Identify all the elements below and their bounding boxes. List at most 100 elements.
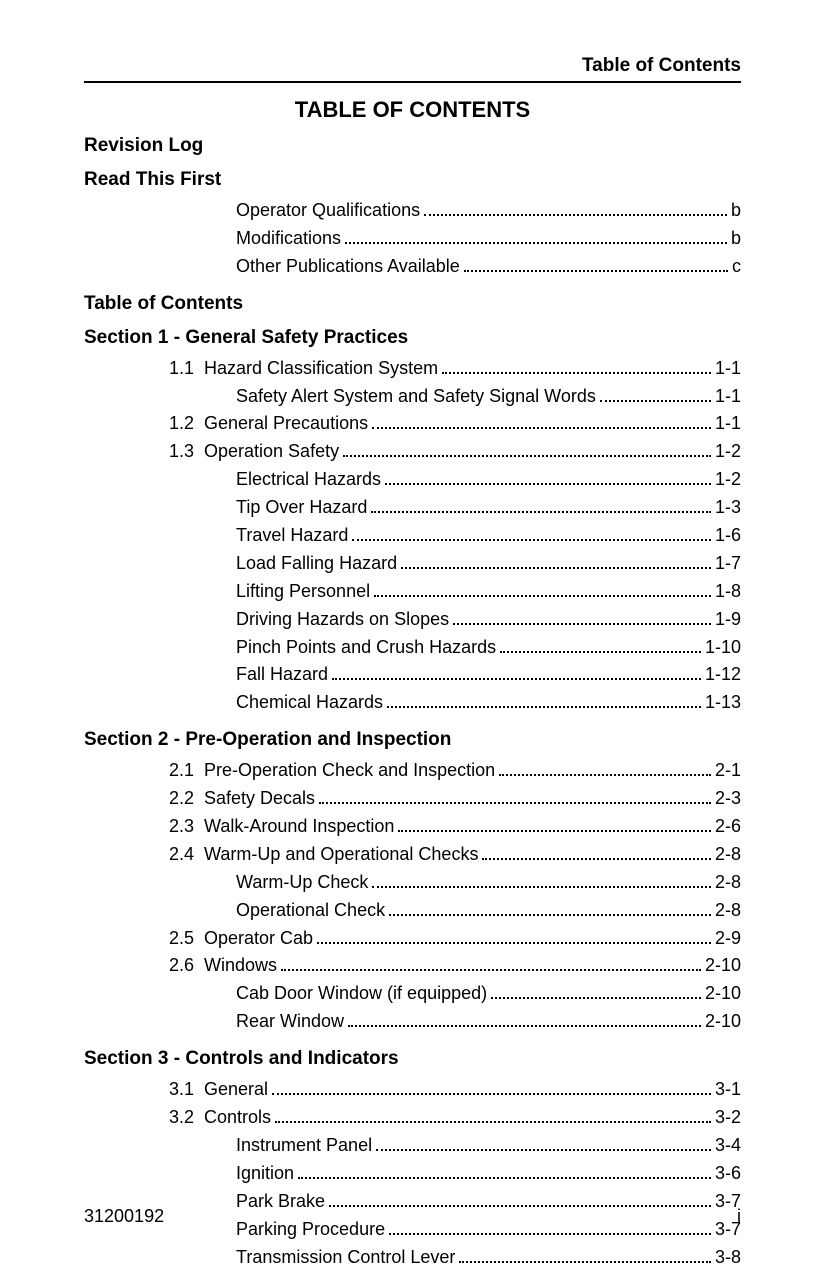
toc-entry-number: 2.5	[148, 925, 204, 953]
toc-entry-page: 2-1	[715, 757, 741, 785]
toc-entry: Instrument Panel 3-4	[236, 1132, 741, 1160]
toc-entry: Safety Alert System and Safety Signal Wo…	[236, 383, 741, 411]
toc-entry-title: Chemical Hazards	[236, 689, 383, 717]
toc-leader	[372, 870, 711, 888]
toc-body: Revision Log Read This First Operator Qual…	[84, 135, 741, 1271]
toc-entry: Driving Hazards on Slopes1-9	[236, 606, 741, 634]
toc-entry-page: 1-13	[705, 689, 741, 717]
toc-entry-title: Windows	[204, 952, 277, 980]
toc-entry-number: 1.3	[148, 438, 204, 466]
toc-leader	[343, 439, 711, 457]
toc-entry-page: 1-12	[705, 661, 741, 689]
toc-leader	[600, 383, 711, 401]
toc-entry: 1.1Hazard Classification System1-1	[148, 355, 741, 383]
toc-leader	[459, 1244, 711, 1262]
toc-entry-page: 1-7	[715, 550, 741, 578]
toc-entry: 2.1Pre-Operation Check and Inspection2-1	[148, 757, 741, 785]
toc-entry-title: Instrument Panel	[236, 1132, 372, 1160]
toc-entry-page: 3-8	[715, 1244, 741, 1272]
toc-entry-page: c	[732, 253, 741, 281]
section-heading: Table of Contents	[84, 293, 741, 315]
toc-entry: 1.3Operation Safety1-2	[148, 438, 741, 466]
toc-leader	[389, 898, 711, 916]
toc-entry-page: 2-9	[715, 925, 741, 953]
toc-leader	[424, 198, 727, 216]
toc-entry: Tip Over Hazard1-3	[236, 494, 741, 522]
section-heading: Revision Log	[84, 135, 741, 157]
toc-entry-title: Pre-Operation Check and Inspection	[204, 757, 495, 785]
toc-leader	[348, 1009, 701, 1027]
toc-entry-title: Walk-Around Inspection	[204, 813, 394, 841]
main-title: TABLE OF CONTENTS	[84, 97, 741, 123]
toc-entry: 2.6Windows 2-10	[148, 952, 741, 980]
toc-entry: Transmission Control Lever3-8	[236, 1244, 741, 1272]
toc-entry-title: Safety Decals	[204, 785, 315, 813]
toc-entry-page: 1-1	[715, 383, 741, 411]
toc-entry-title: Other Publications Available	[236, 253, 460, 281]
toc-entry: Operator Qualificationsb	[236, 197, 741, 225]
section-heading: Section 2 - Pre-Operation and Inspection	[84, 729, 741, 751]
toc-entry-page: 2-8	[715, 869, 741, 897]
running-head: Table of Contents	[84, 55, 741, 83]
toc-entry-page: 3-4	[715, 1132, 741, 1160]
toc-entry-title: Cab Door Window (if equipped)	[236, 980, 487, 1008]
toc-entry-title: Electrical Hazards	[236, 466, 381, 494]
toc-entry-page: 1-6	[715, 522, 741, 550]
page: Table of Contents TABLE OF CONTENTS Revi…	[0, 0, 825, 1275]
toc-entry-title: Operator Qualifications	[236, 197, 420, 225]
toc-entry-page: b	[731, 225, 741, 253]
toc-entry: Warm-Up Check 2-8	[236, 869, 741, 897]
toc-entry-page: 1-2	[715, 466, 741, 494]
toc-entry-title: Operational Check	[236, 897, 385, 925]
toc-entry-title: Hazard Classification System	[204, 355, 438, 383]
toc-entry-title: Travel Hazard	[236, 522, 348, 550]
toc-entry: 2.5Operator Cab2-9	[148, 925, 741, 953]
section-heading: Read This First	[84, 169, 741, 191]
toc-entry-number: 2.2	[148, 785, 204, 813]
toc-leader	[332, 662, 701, 680]
toc-entry-title: Operation Safety	[204, 438, 339, 466]
section-heading: Section 3 - Controls and Indicators	[84, 1048, 741, 1070]
toc-entry-page: 1-9	[715, 606, 741, 634]
toc-entry: Lifting Personnel1-8	[236, 578, 741, 606]
toc-leader	[272, 1077, 711, 1095]
toc-entry-number: 2.4	[148, 841, 204, 869]
footer-right: i	[737, 1206, 741, 1227]
toc-entry-number: 3.2	[148, 1104, 204, 1132]
toc-leader	[298, 1161, 711, 1179]
toc-entry-page: 2-6	[715, 813, 741, 841]
toc-entry-page: 2-10	[705, 952, 741, 980]
toc-entry-title: Warm-Up and Operational Checks	[204, 841, 478, 869]
toc-leader	[281, 953, 701, 971]
toc-entry-page: 2-3	[715, 785, 741, 813]
toc-entry: 3.1General3-1	[148, 1076, 741, 1104]
toc-leader	[352, 523, 711, 541]
toc-entry-title: Ignition	[236, 1160, 294, 1188]
toc-entry-page: 1-8	[715, 578, 741, 606]
toc-entry-page: 2-8	[715, 841, 741, 869]
toc-entry-title: Rear Window	[236, 1008, 344, 1036]
toc-leader	[329, 1189, 711, 1207]
toc-entry-number: 3.1	[148, 1076, 204, 1104]
toc-leader	[387, 690, 701, 708]
toc-leader	[464, 254, 728, 272]
page-footer: 31200192 i	[84, 1206, 741, 1227]
toc-entry-page: 2-8	[715, 897, 741, 925]
toc-entry: Fall Hazard1-12	[236, 661, 741, 689]
toc-entry-title: Warm-Up Check	[236, 869, 368, 897]
toc-entry-number: 1.1	[148, 355, 204, 383]
toc-entry-title: Modifications	[236, 225, 341, 253]
toc-entry: Modifications b	[236, 225, 741, 253]
toc-entry-page: 1-3	[715, 494, 741, 522]
toc-entry-page: 2-10	[705, 980, 741, 1008]
toc-entry-number: 2.6	[148, 952, 204, 980]
toc-entry: Chemical Hazards 1-13	[236, 689, 741, 717]
toc-leader	[499, 758, 711, 776]
toc-entry-page: 3-2	[715, 1104, 741, 1132]
toc-entry: 2.2Safety Decals 2-3	[148, 785, 741, 813]
toc-entry: 3.2Controls3-2	[148, 1104, 741, 1132]
toc-leader	[275, 1105, 711, 1123]
toc-entry-title: Pinch Points and Crush Hazards	[236, 634, 496, 662]
toc-leader	[491, 981, 701, 999]
toc-entry-page: 3-1	[715, 1076, 741, 1104]
